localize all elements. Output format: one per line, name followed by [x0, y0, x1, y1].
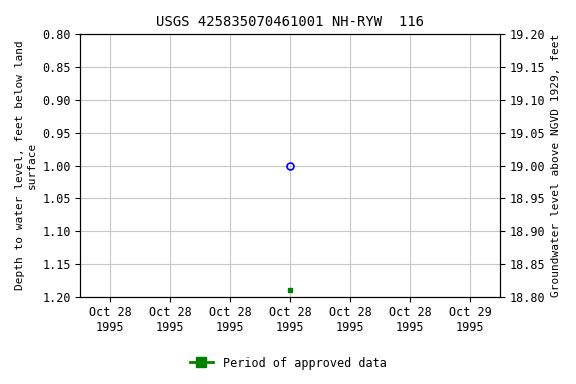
Title: USGS 425835070461001 NH-RYW  116: USGS 425835070461001 NH-RYW 116: [156, 15, 425, 29]
Legend: Period of approved data: Period of approved data: [185, 352, 391, 374]
Y-axis label: Depth to water level, feet below land
surface: Depth to water level, feet below land su…: [15, 41, 37, 290]
Y-axis label: Groundwater level above NGVD 1929, feet: Groundwater level above NGVD 1929, feet: [551, 34, 561, 297]
